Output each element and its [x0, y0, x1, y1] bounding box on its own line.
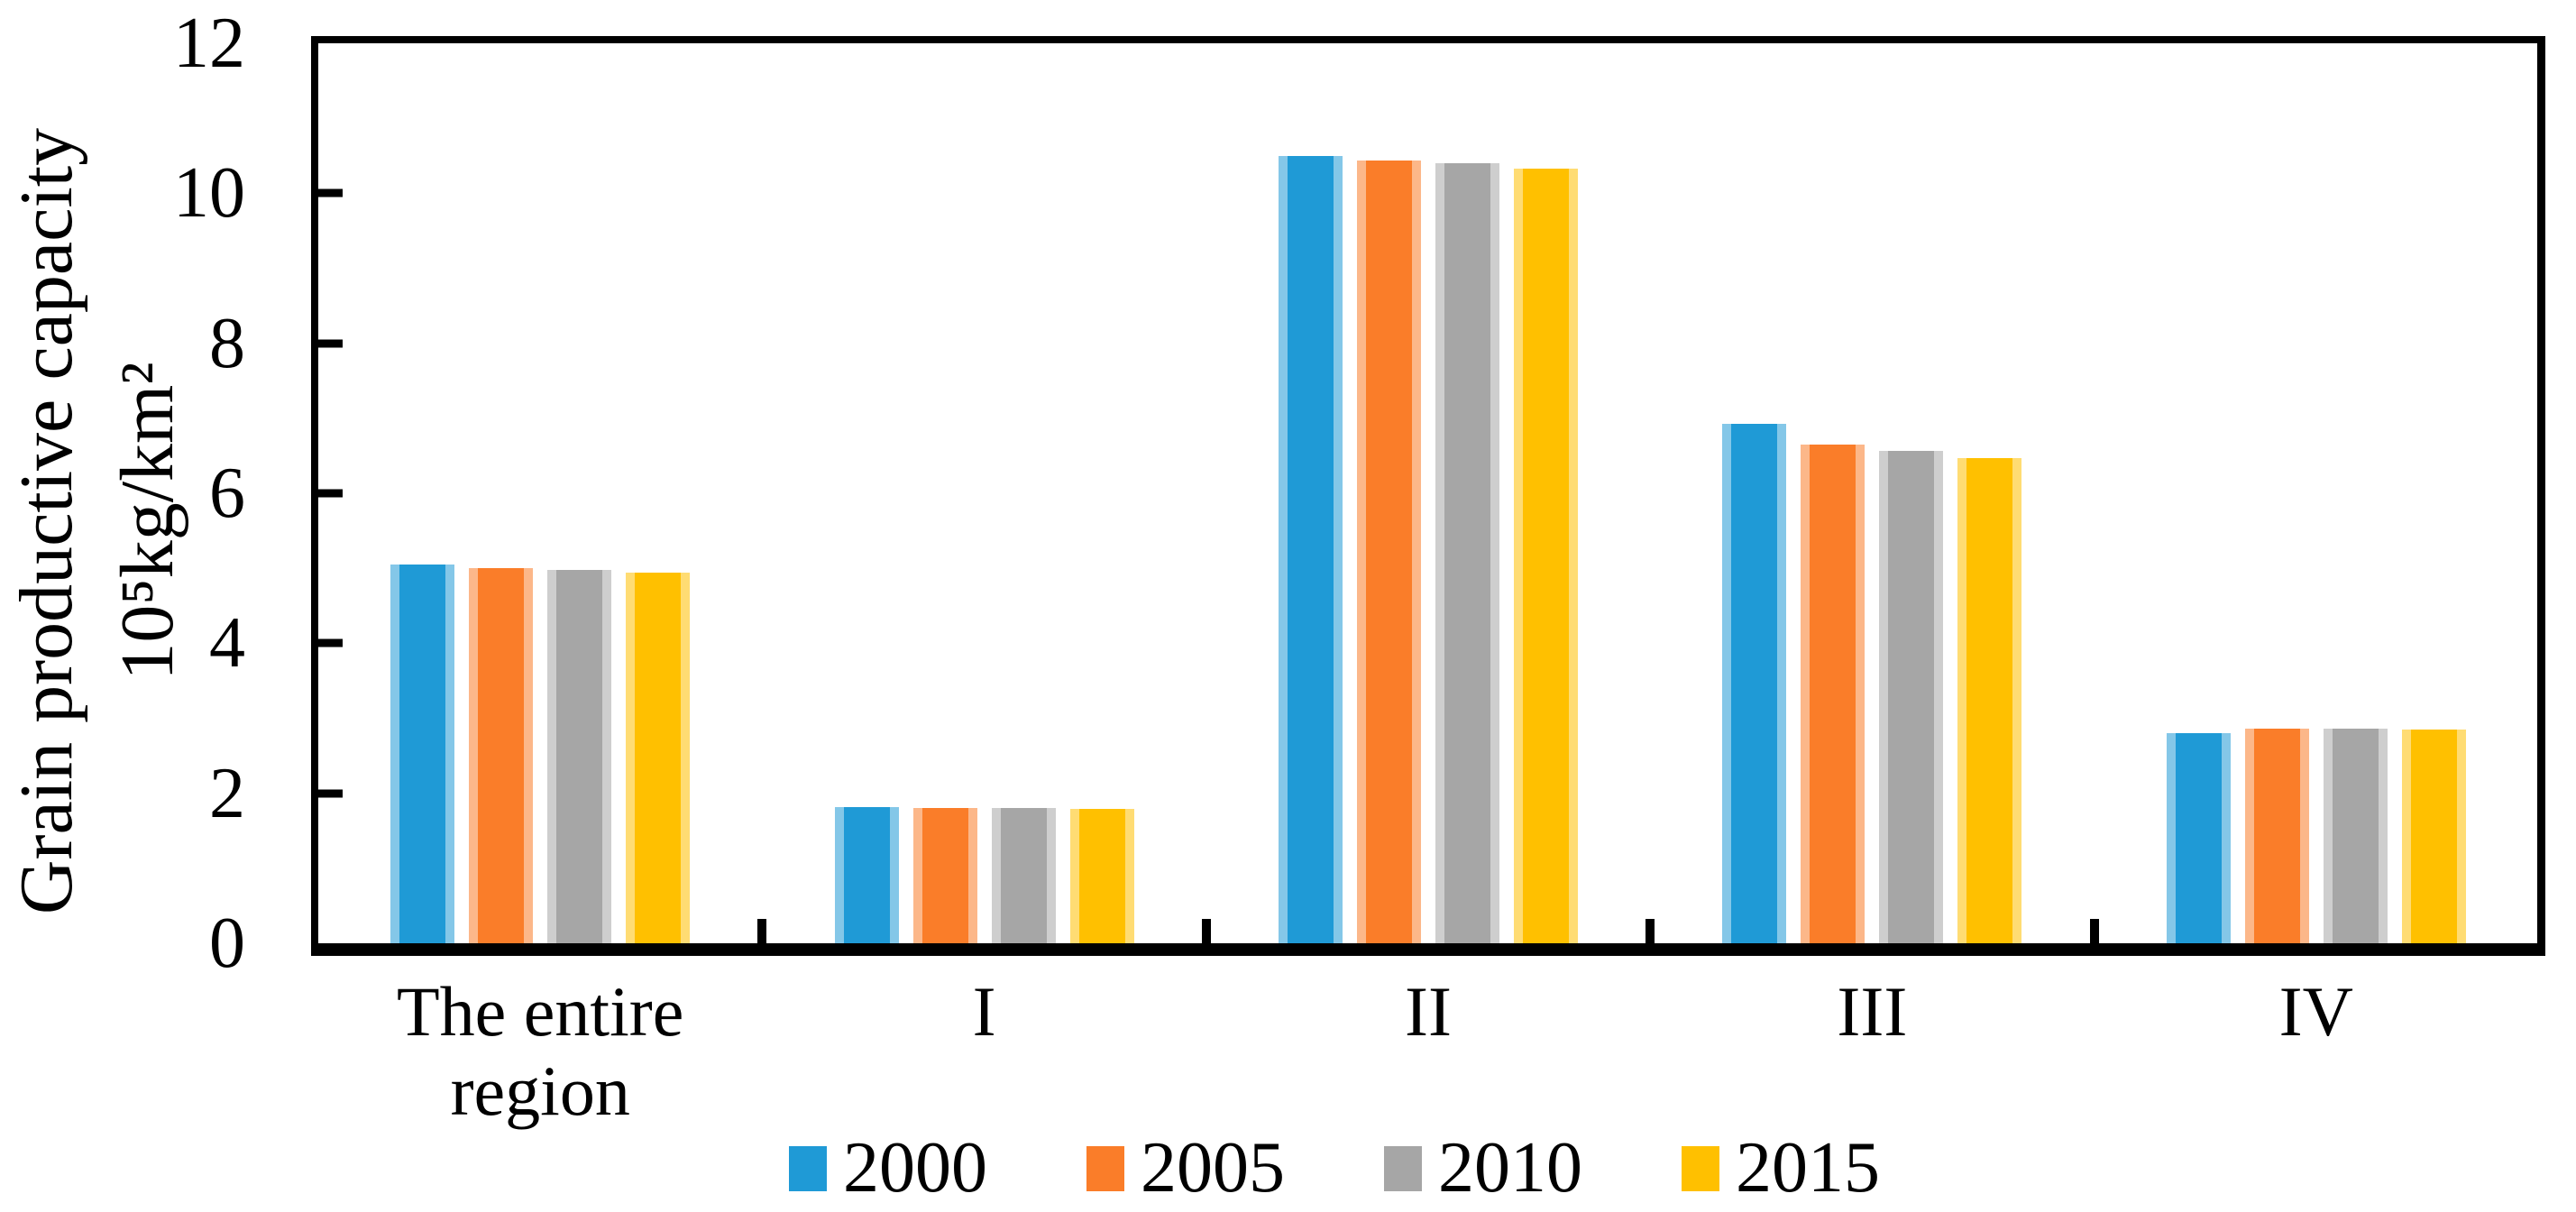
y-axis-tick-label: 10	[173, 153, 245, 234]
bar-2000-category-2	[834, 807, 899, 943]
legend-label: 2010	[1438, 1128, 1582, 1207]
x-axis-tick-mark	[2089, 919, 2099, 943]
legend-label: 2000	[843, 1128, 987, 1207]
legend-item-2000: 2000	[789, 1125, 987, 1211]
bar-2000-category-4	[1722, 423, 1787, 944]
legend-label: 2015	[1736, 1128, 1880, 1207]
y-axis-tick-mark	[318, 339, 343, 348]
bar-2015-category-3	[1514, 168, 1578, 944]
y-axis-tick-mark	[318, 188, 343, 197]
y-axis-tick-label: 12	[173, 4, 245, 83]
legend-marker-2010	[1384, 1145, 1422, 1191]
bar-2005-category-3	[1357, 160, 1421, 944]
legend: 2000 2005 2010 2015	[789, 1125, 1880, 1211]
x-axis-category-label: II	[1405, 972, 1452, 1051]
bar-2015-category-4	[1957, 457, 2022, 944]
bar-2000-category-5	[2166, 733, 2231, 943]
y-axis-tick-label: 8	[209, 303, 245, 383]
bar-2015-category-2	[1069, 809, 1134, 943]
legend-marker-2005	[1086, 1145, 1124, 1191]
legend-item-2015: 2015	[1682, 1125, 1880, 1211]
x-axis-labels: The entire region I II III IV	[318, 972, 2538, 1162]
legend-item-2010: 2010	[1384, 1125, 1582, 1211]
plot-area	[311, 36, 2545, 956]
x-axis-tick-mark	[1646, 919, 1655, 943]
x-axis-tick-mark	[757, 919, 767, 943]
bar-2005-category-4	[1801, 444, 1866, 944]
y-axis-tick-labels: 0 2 4 6 8 10 12	[0, 5, 270, 981]
bar-2005-category-2	[912, 808, 977, 943]
y-axis-tick-label: 2	[209, 753, 245, 833]
y-axis-tick-label: 6	[209, 454, 245, 533]
bar-2010-category-1	[547, 569, 612, 944]
x-axis-category-label: IV	[2278, 972, 2353, 1051]
x-axis-category-label: I	[972, 972, 996, 1051]
y-axis-tick-label: 4	[209, 603, 245, 684]
x-axis-category-label: III	[1837, 972, 1908, 1051]
bar-2005-category-5	[2244, 729, 2309, 943]
bar-2010-category-5	[2323, 729, 2388, 943]
bar-2010-category-3	[1435, 163, 1499, 943]
legend-item-2005: 2005	[1086, 1125, 1285, 1211]
bar-2000-category-1	[390, 565, 455, 943]
y-axis-tick-label: 0	[209, 904, 245, 983]
legend-label: 2005	[1141, 1128, 1285, 1207]
y-axis-tick-mark	[318, 489, 343, 498]
bar-2005-category-1	[469, 568, 534, 943]
legend-marker-2015	[1682, 1145, 1719, 1191]
bar-2015-category-1	[626, 573, 691, 943]
bar-2015-category-5	[2401, 729, 2466, 944]
x-axis-tick-mark	[1201, 919, 1211, 943]
bar-2000-category-3	[1279, 155, 1343, 944]
y-axis-tick-mark	[318, 789, 343, 798]
y-axis-tick-mark	[318, 638, 343, 647]
bar-2010-category-2	[991, 808, 1056, 943]
legend-marker-2000	[789, 1145, 827, 1191]
bar-2010-category-4	[1879, 450, 1944, 944]
x-axis-category-label: The entire region	[397, 972, 684, 1130]
